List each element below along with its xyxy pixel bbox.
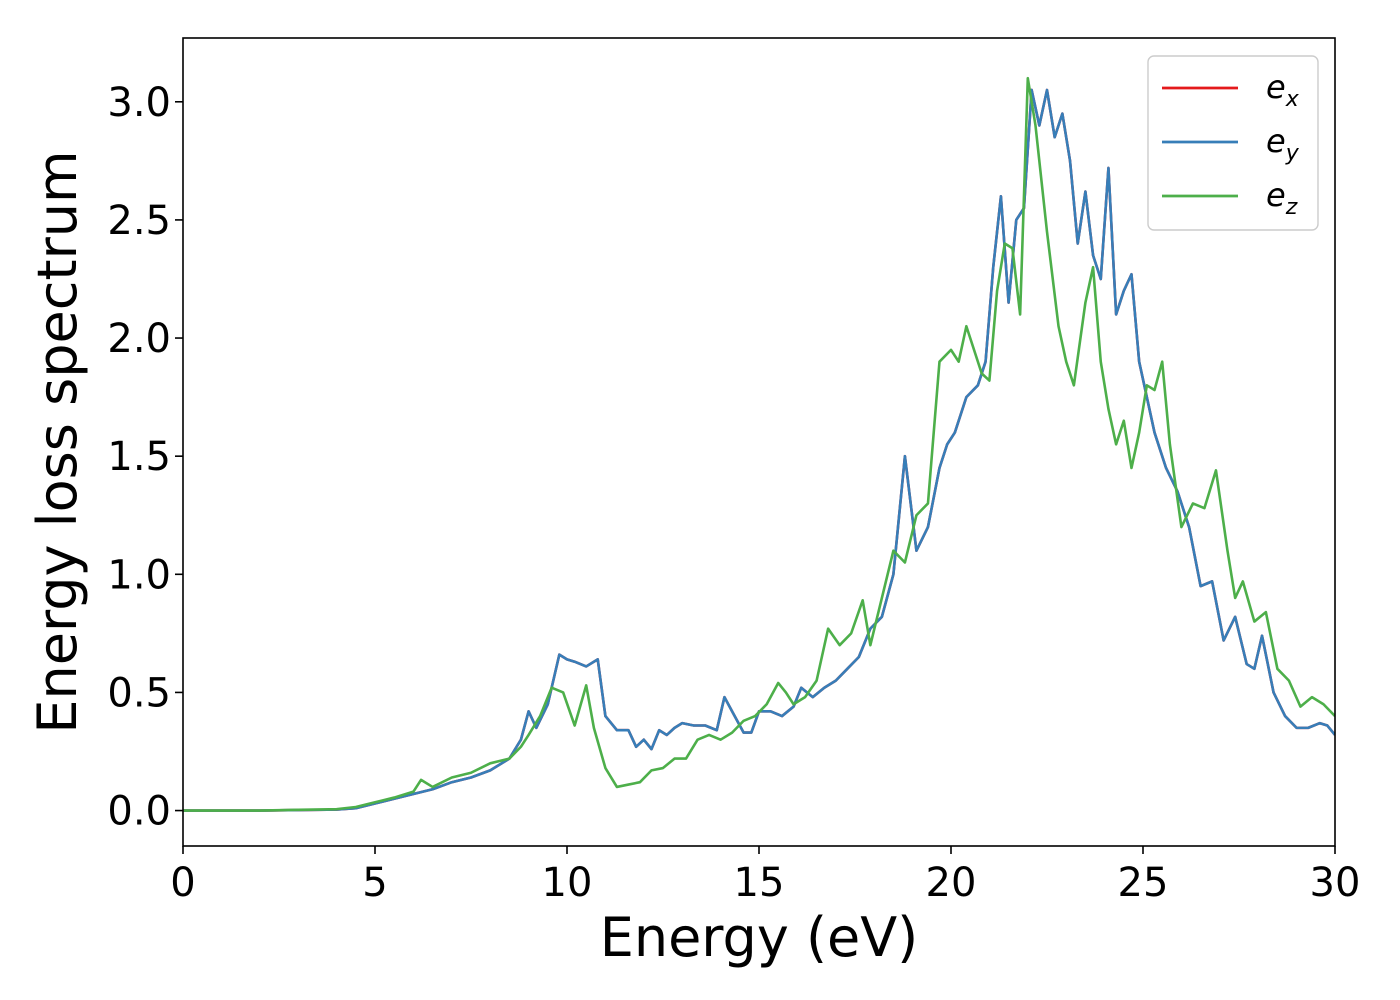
y-tick-label: 1.5: [107, 434, 171, 480]
x-tick-label: 15: [734, 860, 785, 906]
legend-label-ex: ex: [1266, 68, 1300, 112]
series-line-ez: [183, 76, 1335, 812]
series-line-ey: [183, 88, 1335, 812]
x-tick-label: 25: [1118, 860, 1169, 906]
series-layer: [183, 76, 1335, 812]
y-tick-label: 2.0: [107, 316, 171, 362]
legend-label-ey: ey: [1266, 122, 1300, 166]
y-axis: 0.0 0.5 1.0 1.5 2.0 2.5 3.0: [107, 80, 183, 835]
x-tick-label: 30: [1310, 860, 1361, 906]
y-tick-label: 3.0: [107, 80, 171, 126]
x-tick-label: 5: [362, 860, 387, 906]
x-tick-label: 20: [926, 860, 977, 906]
legend: ex ey ez: [1147, 55, 1319, 231]
x-axis-title: Energy (eV): [600, 906, 919, 969]
y-tick-label: 2.5: [107, 198, 171, 244]
y-axis-title: Energy loss spectrum: [26, 150, 89, 733]
y-tick-label: 0.5: [107, 670, 171, 716]
y-tick-label: 1.0: [107, 552, 171, 598]
x-tick-label: 10: [542, 860, 593, 906]
y-tick-label: 0.0: [107, 789, 171, 835]
x-axis: 0 5 10 15 20 25 30: [170, 846, 1360, 906]
x-tick-label: 0: [170, 860, 195, 906]
legend-label-ez: ez: [1266, 176, 1298, 220]
